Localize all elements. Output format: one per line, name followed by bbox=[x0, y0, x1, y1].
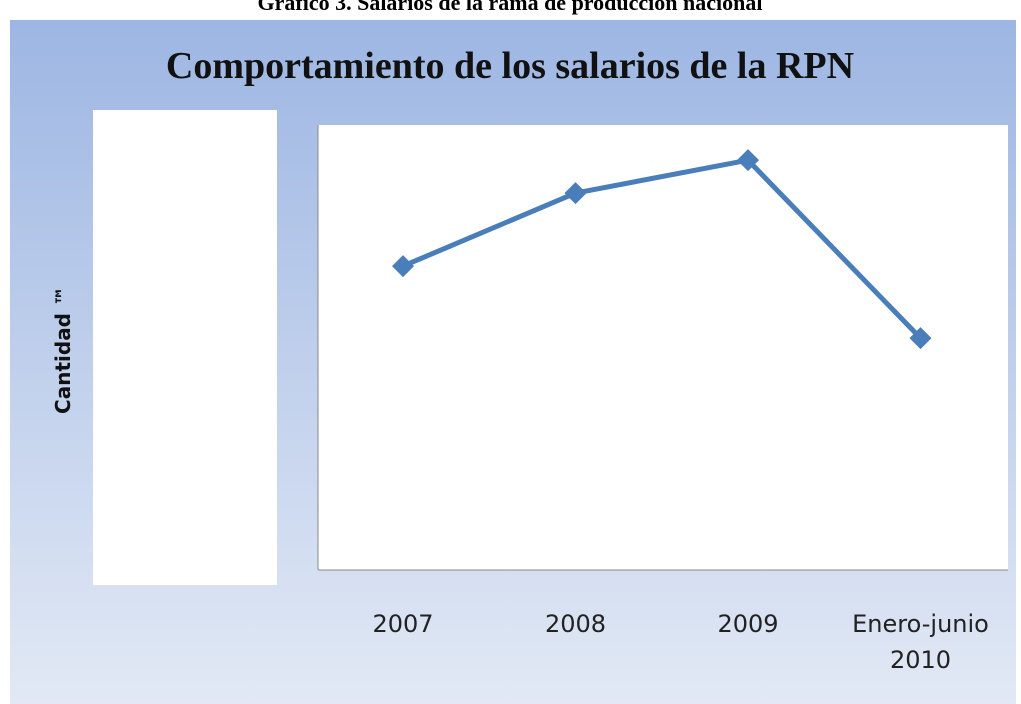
x-tick-label: Enero-junio 2010 bbox=[852, 610, 989, 674]
marker bbox=[737, 149, 759, 172]
line bbox=[402, 157, 923, 340]
marker bbox=[564, 182, 587, 205]
chart-title: Comportamiento de los salarios de la RPN bbox=[166, 45, 854, 87]
axis-cover bbox=[93, 110, 277, 585]
x-tick-label: 2008 bbox=[544, 610, 607, 638]
x-tick-label: 2009 bbox=[717, 610, 779, 638]
caption: Gráfico 3. Salarios de la rama de produc… bbox=[258, 0, 763, 15]
x-tick-label: 2007 bbox=[372, 610, 434, 638]
y-axis-label: Cantidad ™ bbox=[51, 286, 75, 414]
marker bbox=[392, 255, 414, 278]
plot-area bbox=[318, 125, 1008, 570]
marker bbox=[909, 327, 932, 350]
